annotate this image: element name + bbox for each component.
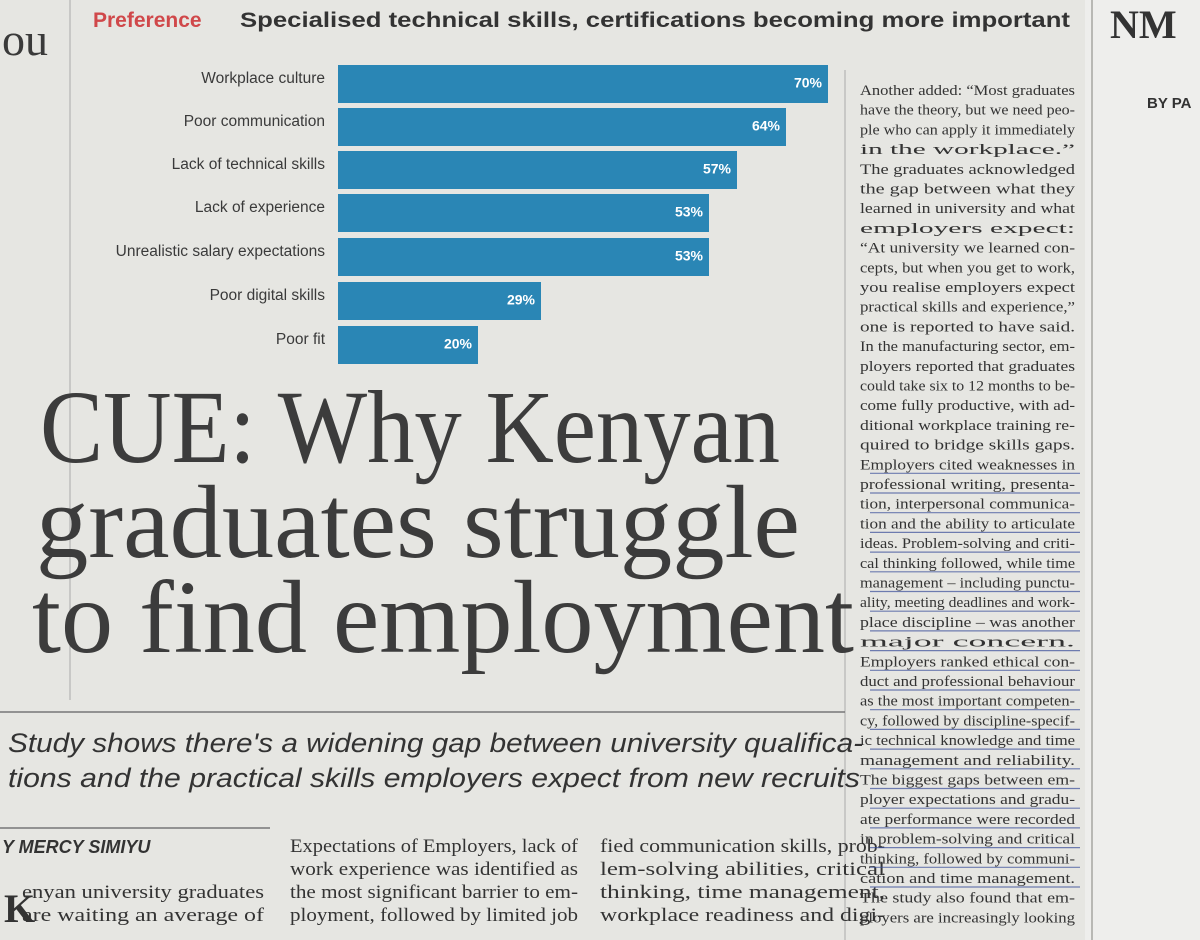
sidebar-text: ditional workplace training re- bbox=[860, 418, 1075, 434]
value-label: 29% bbox=[507, 292, 536, 308]
body-text: the most significant barrier to em- bbox=[290, 882, 578, 903]
category-label: Poor fit bbox=[276, 331, 326, 348]
sidebar-text: The graduates acknowledged bbox=[860, 162, 1076, 178]
body-text: enyan university graduates bbox=[22, 882, 264, 903]
kicker: Preference bbox=[93, 9, 202, 32]
sidebar-text: cepts, but when you get to work, bbox=[860, 260, 1075, 276]
sidebar-text: ideas. Problem-solving and criti- bbox=[860, 536, 1075, 552]
body-text: are waiting an average of bbox=[22, 905, 265, 926]
sidebar-text: tion, interpersonal communica- bbox=[860, 497, 1075, 513]
edge-fragment: ou bbox=[2, 14, 48, 65]
sidebar-text: management and reliability. bbox=[860, 753, 1075, 769]
sidebar-text: come fully productive, with ad- bbox=[860, 398, 1075, 414]
sidebar-text: cation and time management. bbox=[860, 871, 1075, 887]
bar bbox=[338, 194, 709, 232]
sidebar-text: Another added: “Most graduates bbox=[860, 83, 1075, 99]
drop-cap: K bbox=[4, 886, 35, 931]
sidebar-text: have the theory, but we need peo- bbox=[860, 103, 1075, 119]
sidebar-text: as the most important competen- bbox=[860, 694, 1075, 710]
edge-fragment: NM bbox=[1110, 2, 1177, 47]
category-label: Lack of experience bbox=[195, 199, 325, 216]
value-label: 53% bbox=[675, 204, 704, 220]
sidebar-text: practical skills and experience,” bbox=[860, 300, 1075, 316]
sidebar-text: could take six to 12 months to be- bbox=[860, 379, 1075, 395]
edge-fragment: BY PA bbox=[1147, 95, 1192, 112]
sidebar-text: cal thinking followed, while time bbox=[860, 556, 1075, 572]
sidebar-text: you realise employers expect bbox=[860, 280, 1075, 296]
sidebar-text: cy, followed by discipline-specif- bbox=[860, 713, 1075, 729]
headline: to find employment bbox=[32, 560, 854, 675]
body-text: thinking, time management, bbox=[600, 882, 885, 903]
sidebar-text: employers expect: bbox=[860, 221, 1075, 237]
sidebar-text: ployer expectations and gradu- bbox=[860, 792, 1075, 808]
sidebar-text: tion and the ability to articulate bbox=[860, 516, 1075, 532]
sidebar-text: professional writing, presenta- bbox=[860, 477, 1075, 493]
headline: CUE: Why Kenyan bbox=[40, 370, 780, 485]
sidebar-text: The biggest gaps between em- bbox=[860, 773, 1075, 789]
body-text: work experience was identified as bbox=[290, 859, 578, 880]
byline: Y MERCY SIMIYU bbox=[2, 837, 151, 857]
sidebar-text: ployers reported that graduates bbox=[860, 359, 1075, 375]
sidebar-text: place discipline – was another bbox=[860, 615, 1075, 631]
sidebar-text: in problem-solving and critical bbox=[860, 832, 1075, 848]
bar bbox=[338, 238, 709, 276]
sidebar-text: “At university we learned con- bbox=[860, 241, 1075, 257]
sidebar-text: ate performance were recorded bbox=[860, 812, 1076, 828]
value-label: 53% bbox=[675, 248, 704, 264]
value-label: 57% bbox=[703, 161, 732, 177]
sidebar-text: Employers cited weaknesses in bbox=[860, 457, 1076, 473]
category-label: Lack of technical skills bbox=[172, 156, 326, 173]
sidebar-text: ic technical knowledge and time bbox=[860, 733, 1075, 749]
chart-title: Specialised technical skills, certificat… bbox=[240, 9, 1070, 32]
body-text: ployment, followed by limited job bbox=[290, 905, 578, 926]
sidebar-text: management – including punctu- bbox=[860, 576, 1075, 592]
next-page bbox=[1085, 0, 1200, 940]
value-label: 70% bbox=[794, 75, 823, 91]
value-label: 64% bbox=[752, 118, 781, 134]
sidebar-text: one is reported to have said. bbox=[860, 319, 1075, 335]
body-text: lem-solving abilities, critical bbox=[600, 859, 885, 880]
sidebar-text: duct and professional behaviour bbox=[860, 674, 1075, 690]
sidebar-text: learned in university and what bbox=[860, 201, 1075, 217]
bar bbox=[338, 65, 828, 103]
sidebar-text: The study also found that em- bbox=[860, 891, 1075, 907]
bar bbox=[338, 282, 541, 320]
category-label: Poor communication bbox=[184, 113, 325, 130]
category-label: Unrealistic salary expectations bbox=[116, 243, 326, 260]
body-text: Expectations of Employers, lack of bbox=[290, 836, 579, 857]
category-label: Poor digital skills bbox=[210, 287, 326, 304]
sidebar-text: In the manufacturing sector, em- bbox=[860, 339, 1075, 355]
content: Workplace culture 70% Poor communication 64… bbox=[8, 65, 1080, 926]
sidebar-text: ployers are increasingly looking bbox=[860, 910, 1075, 926]
headline: graduates struggle bbox=[36, 465, 800, 580]
body-text: workplace readiness and digi- bbox=[600, 905, 885, 926]
standfirst: Study shows there's a widening gap betwe… bbox=[8, 728, 863, 758]
category-label: Workplace culture bbox=[201, 70, 325, 87]
sidebar-text: quired to bridge skills gaps. bbox=[860, 438, 1075, 454]
value-label: 20% bbox=[444, 336, 473, 352]
sidebar-text: the gap between what they bbox=[860, 182, 1076, 198]
bar bbox=[338, 151, 737, 189]
sidebar-text: major concern. bbox=[860, 635, 1075, 651]
bar bbox=[338, 108, 786, 146]
body-text: fied communication skills, prob- bbox=[600, 836, 885, 857]
sidebar-text: Employers ranked ethical con- bbox=[860, 654, 1075, 670]
sidebar-text: thinking, followed by communi- bbox=[860, 851, 1075, 867]
standfirst: tions and the practical skills employers… bbox=[8, 763, 860, 793]
sidebar-text: in the workplace.” bbox=[860, 142, 1075, 158]
sidebar-text: ple who can apply it immediately bbox=[860, 122, 1076, 138]
bar bbox=[338, 326, 478, 364]
sidebar-text: ality, meeting deadlines and work- bbox=[860, 595, 1075, 611]
